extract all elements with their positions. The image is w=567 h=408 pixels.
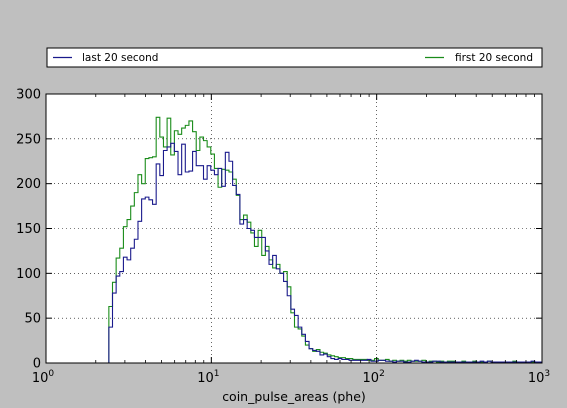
x-axis-label: coin_pulse_areas (phe) bbox=[222, 389, 366, 404]
legend-label-first: first 20 second bbox=[455, 52, 533, 64]
x-tick-label: 101 bbox=[197, 369, 219, 386]
x-tick-exponent: 3 bbox=[544, 369, 550, 379]
y-tick-label: 100 bbox=[16, 267, 41, 282]
x-tick-label: 103 bbox=[528, 369, 550, 386]
y-tick-label: 250 bbox=[16, 132, 41, 147]
y-tick-label: 150 bbox=[16, 222, 41, 237]
x-tick-label: 100 bbox=[32, 369, 55, 386]
plot-frame bbox=[45, 93, 543, 364]
y-tick-label: 0 bbox=[33, 357, 41, 372]
x-tick-label: 102 bbox=[363, 369, 385, 386]
x-tick-exponent: 2 bbox=[379, 369, 385, 379]
x-tick-exponent: 1 bbox=[214, 369, 220, 379]
series-line-last-20-second bbox=[108, 142, 542, 363]
x-tick-exponent: 0 bbox=[48, 369, 54, 379]
legend-frame bbox=[46, 47, 543, 68]
series-layer bbox=[108, 116, 542, 363]
y-tick-label: 300 bbox=[16, 88, 41, 103]
legend: last 20 second first 20 second bbox=[46, 47, 543, 68]
legend-label-last: last 20 second bbox=[82, 52, 158, 64]
y-tick-label: 200 bbox=[16, 177, 41, 192]
y-tick-label: 50 bbox=[24, 312, 41, 327]
